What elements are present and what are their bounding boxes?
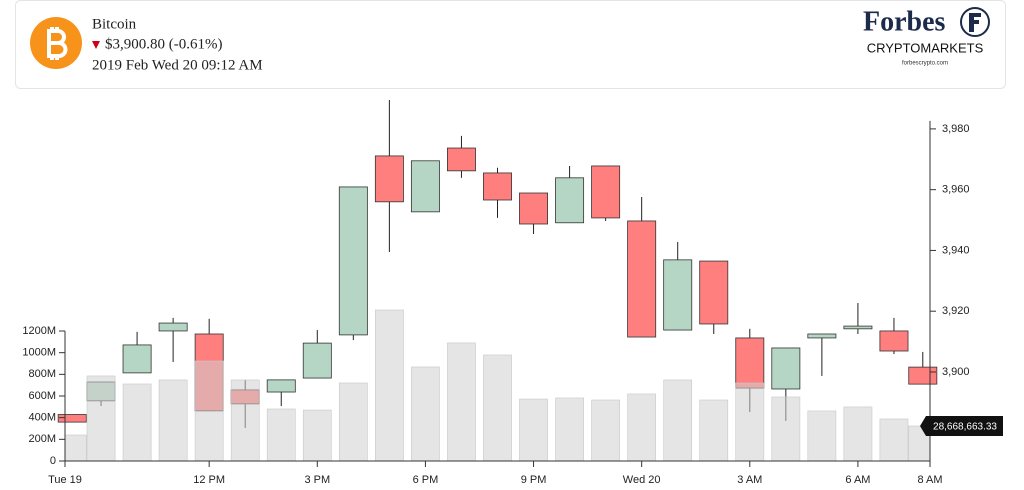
volume-bar — [555, 397, 584, 462]
x-tick-label: 6 AM — [845, 474, 870, 486]
y-tick-label: 3,980 — [942, 123, 970, 135]
y2-tick-label: 400M — [28, 412, 56, 424]
candle-body — [158, 322, 188, 332]
candle-body — [908, 366, 938, 385]
x-tick-label: 12 PM — [193, 474, 225, 486]
candle-body — [555, 177, 585, 224]
y-tick-label: 3,960 — [942, 184, 970, 196]
asset-price: $3,900.80 (-0.61%) — [105, 36, 222, 52]
x-tick-label: 3 AM — [737, 474, 762, 486]
candle-body — [57, 414, 87, 423]
x-tick-label: 9 PM — [521, 474, 547, 486]
x-tick-label: Wed 20 — [623, 474, 661, 486]
volume-bar — [591, 399, 620, 462]
volume-bar — [519, 398, 548, 462]
candle-body — [771, 347, 801, 390]
brand-icon-glyph — [969, 13, 981, 32]
y2-tick-label: 1200M — [22, 325, 56, 337]
candle-body — [735, 337, 765, 389]
brand-logo: Forbes — [863, 6, 946, 37]
candle-body — [266, 379, 296, 393]
candle-body — [807, 333, 837, 339]
candle-body — [447, 147, 476, 172]
brand-subtitle: CRYPTOMARKETS — [867, 40, 984, 55]
y-tick-label: 3,940 — [942, 244, 970, 256]
volume-bar — [338, 382, 368, 462]
volume-bar — [771, 396, 801, 462]
asset-name: Bitcoin — [92, 16, 137, 32]
down-arrow — [92, 41, 100, 49]
y-tick-label: 3,900 — [942, 366, 970, 378]
volume-bar — [122, 383, 152, 462]
candle-body — [410, 160, 440, 213]
x-tick-label: 8 AM — [917, 474, 942, 486]
candle-body — [483, 172, 512, 201]
candle-body — [122, 344, 152, 374]
volume-bar — [375, 309, 404, 462]
asset-datetime: 2019 Feb Wed 20 09:12 AM — [92, 57, 263, 73]
volume-bar — [194, 360, 224, 462]
volume-bar — [735, 382, 765, 462]
candle-body — [879, 330, 909, 352]
candle-body — [591, 165, 621, 219]
volume-bar — [627, 393, 657, 462]
candle-body — [302, 342, 332, 379]
volume-bar — [411, 366, 440, 462]
candle-body — [663, 259, 693, 331]
volume-bar — [699, 399, 729, 462]
y-tick-label: 3,920 — [942, 305, 970, 317]
volume-bar — [86, 375, 116, 462]
brand-url: forbescrypto.com — [902, 61, 948, 67]
volume-bar — [879, 418, 909, 462]
volume-bar — [302, 409, 332, 462]
volume-bar — [807, 410, 837, 462]
volume-bar — [483, 354, 512, 462]
volume-bar — [266, 408, 296, 462]
x-tick-label: 3 PM — [304, 474, 330, 486]
volume-bar — [158, 379, 188, 462]
y2-tick-label: 800M — [28, 368, 56, 380]
x-tick-label: Tue 19 — [48, 474, 82, 486]
last-value-label: 28,668,663.33 — [933, 422, 997, 433]
candle-body — [843, 325, 873, 330]
volume-bar — [663, 379, 693, 462]
volume-bar — [230, 379, 260, 462]
y2-tick-label: 200M — [28, 433, 56, 445]
last-value-tag — [920, 416, 1003, 437]
candle-body — [338, 186, 368, 336]
volume-bar — [843, 406, 873, 462]
volume-bar — [64, 434, 87, 462]
y2-tick-label: 600M — [28, 390, 56, 402]
candle-body — [699, 260, 729, 325]
candle-body — [519, 192, 548, 225]
y2-tick-label: 0 — [50, 455, 56, 467]
brand-icon — [960, 7, 990, 37]
candle-body — [627, 220, 657, 338]
volume-bar — [447, 342, 476, 462]
candle-body — [374, 155, 404, 203]
header-card — [15, 0, 1006, 89]
x-tick-label: 6 PM — [413, 474, 439, 486]
chart: Tue 19 12 PM 3 PM 6 PM 9 PM Wed 20 3 AM 6 AM 8 A… — [22, 100, 1003, 486]
bitcoin-glyph — [47, 27, 68, 60]
y2-tick-label: 1000M — [22, 347, 56, 359]
